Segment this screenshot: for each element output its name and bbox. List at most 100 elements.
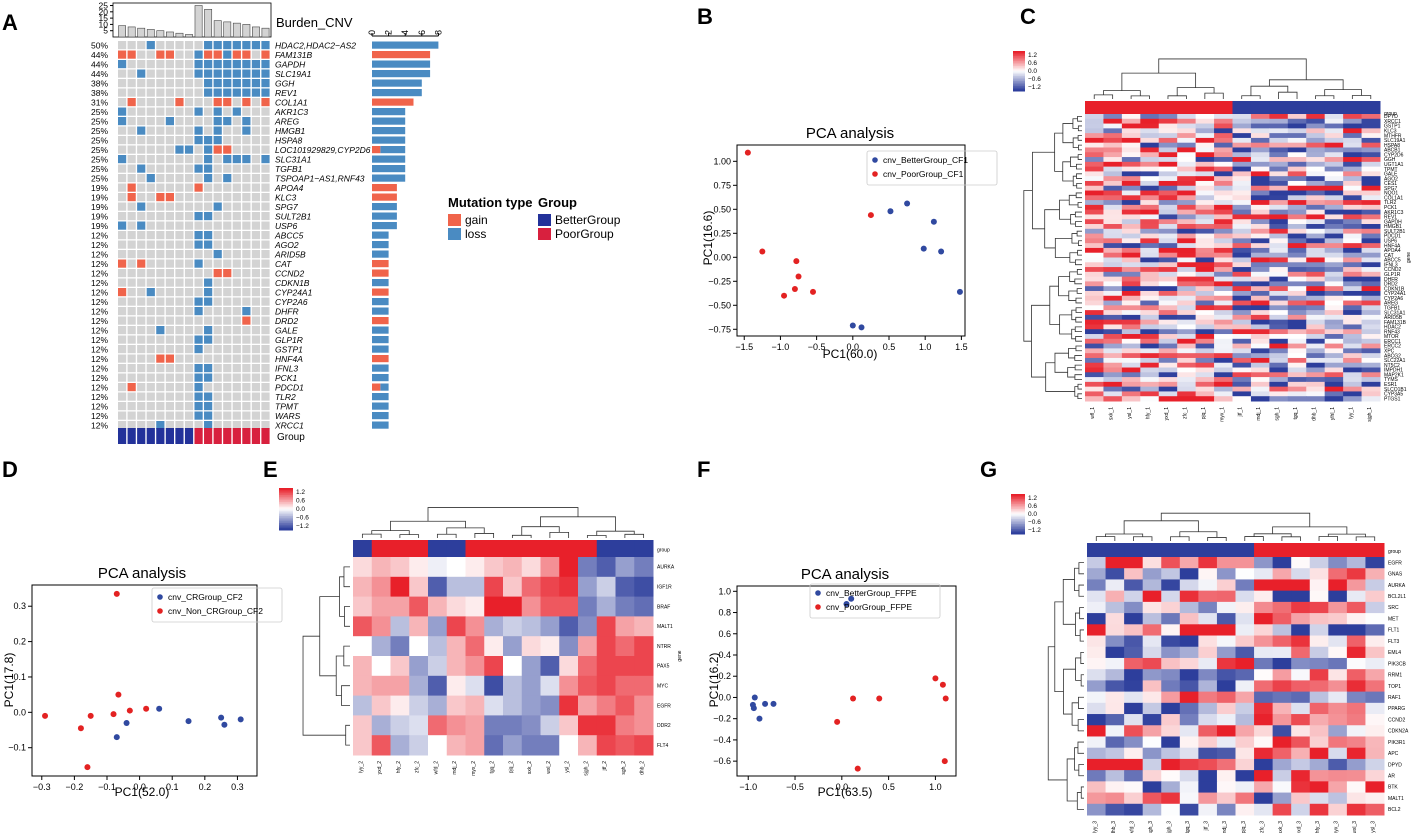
row-dendrogram-branch bbox=[1076, 163, 1082, 170]
heatmap-cell bbox=[1195, 300, 1215, 306]
heatmap-cell bbox=[1343, 152, 1363, 158]
colorbar-segment bbox=[1011, 515, 1025, 518]
grid-cell bbox=[232, 288, 241, 297]
heatmap-cell bbox=[1343, 362, 1363, 369]
heatmap-cell bbox=[1287, 238, 1307, 244]
grid-cell bbox=[118, 174, 127, 183]
heatmap-cell bbox=[1343, 386, 1363, 392]
heatmap-cell bbox=[1195, 334, 1215, 340]
gene-label: WARS bbox=[275, 411, 301, 421]
heatmap-cell bbox=[1361, 238, 1381, 244]
count-bar-gain bbox=[372, 98, 414, 106]
col-dendrogram-branch bbox=[390, 520, 466, 531]
grid-cell bbox=[184, 155, 194, 164]
heatmap-cell bbox=[1085, 180, 1104, 187]
heatmap-cell bbox=[1103, 281, 1123, 287]
heatmap-cell bbox=[1343, 334, 1363, 340]
row-dendrogram-branch bbox=[302, 635, 346, 736]
row-dendrogram-branch bbox=[1075, 316, 1082, 323]
grid-cell bbox=[146, 126, 155, 135]
heatmap-cell bbox=[1328, 736, 1348, 749]
heatmap-cell bbox=[1328, 669, 1348, 681]
count-bar-loss bbox=[372, 279, 389, 287]
heatmap-cell bbox=[1214, 214, 1233, 220]
count-bar-gain bbox=[372, 383, 381, 391]
colorbar-segment bbox=[279, 510, 293, 513]
heatmap-cell bbox=[1121, 276, 1141, 282]
grid-cell bbox=[242, 88, 251, 97]
heatmap-cell bbox=[1085, 262, 1104, 268]
heatmap-cell bbox=[1085, 334, 1104, 340]
col-label: sgh_1 bbox=[1275, 407, 1281, 421]
heatmap-cell bbox=[1324, 353, 1344, 359]
row-label: GALE bbox=[1384, 172, 1398, 178]
heatmap-cell bbox=[1232, 204, 1252, 211]
heatmap-cell bbox=[1287, 176, 1307, 182]
grid-cell bbox=[184, 50, 194, 59]
heatmap-cell bbox=[1161, 590, 1181, 603]
colorbar-segment bbox=[1013, 61, 1025, 64]
heatmap-cell bbox=[1179, 646, 1199, 659]
heatmap-cell bbox=[1161, 579, 1181, 592]
row-dendrogram-branch bbox=[1044, 209, 1060, 249]
heatmap-cell bbox=[1306, 133, 1326, 139]
row-dendrogram-branch bbox=[1075, 221, 1082, 227]
legend-frame bbox=[151, 587, 283, 623]
grid-cell bbox=[118, 345, 127, 354]
heatmap-cell bbox=[1195, 204, 1215, 211]
heatmap-cell bbox=[1343, 243, 1363, 249]
heatmap-cell bbox=[1291, 657, 1311, 670]
heatmap-cell bbox=[1287, 224, 1307, 230]
heatmap-cell bbox=[1254, 646, 1274, 659]
heatmap-cell bbox=[1250, 157, 1270, 163]
heatmap-cell bbox=[1306, 123, 1326, 129]
panel-label-a: A bbox=[2, 10, 18, 35]
group-cell bbox=[1235, 543, 1255, 557]
grid-cell bbox=[137, 326, 146, 335]
heatmap-cell bbox=[1365, 646, 1385, 659]
percent-label: 12% bbox=[91, 421, 108, 431]
row-label: AR bbox=[1388, 773, 1395, 779]
heatmap-cell bbox=[1216, 635, 1236, 648]
grid-cell bbox=[204, 183, 213, 192]
heatmap-cell bbox=[1328, 646, 1348, 659]
heatmap-cell bbox=[503, 596, 523, 617]
col-dendrogram-branch bbox=[1123, 520, 1199, 535]
burden-bar bbox=[194, 5, 203, 38]
heatmap-cell bbox=[1269, 228, 1289, 235]
heatmap-cell bbox=[1343, 200, 1363, 206]
grid-cell bbox=[213, 383, 222, 392]
heatmap-cell bbox=[1177, 152, 1197, 158]
heatmap-cell bbox=[615, 656, 635, 677]
grid-cell bbox=[127, 50, 136, 59]
heatmap-cell bbox=[1309, 725, 1329, 737]
heatmap-cell bbox=[1250, 161, 1270, 168]
heatmap-cell bbox=[1085, 133, 1104, 139]
heatmap-cell bbox=[1250, 343, 1270, 349]
heatmap-cell bbox=[1269, 180, 1289, 187]
scatter-point bbox=[956, 288, 963, 295]
heatmap-cell bbox=[1306, 353, 1326, 359]
grid-cell bbox=[223, 79, 232, 88]
grid-cell bbox=[261, 155, 270, 164]
heatmap-cell bbox=[1306, 357, 1326, 364]
heatmap-cell bbox=[1103, 128, 1123, 134]
grid-cell bbox=[118, 392, 127, 401]
heatmap-cell bbox=[1361, 286, 1381, 292]
heatmap-cell bbox=[371, 656, 391, 677]
heatmap-cell bbox=[353, 695, 373, 716]
grid-cell bbox=[232, 50, 241, 59]
grid-cell bbox=[146, 174, 155, 183]
heatmap-cell bbox=[1361, 243, 1381, 249]
scatter-point bbox=[156, 705, 163, 712]
grid-cell bbox=[194, 307, 203, 316]
heatmap-cell bbox=[1121, 142, 1141, 148]
col-label: hfy_1 bbox=[1146, 407, 1152, 419]
x-tick-label: −0.1 bbox=[98, 782, 116, 792]
colorbar-segment bbox=[1013, 89, 1025, 92]
col-label: mdj_1 bbox=[1256, 407, 1262, 421]
heatmap-cell bbox=[1324, 114, 1344, 120]
heatmap-cell bbox=[615, 557, 635, 578]
heatmap-cell bbox=[1343, 204, 1363, 211]
gene-label: XRCC1 bbox=[274, 421, 304, 431]
